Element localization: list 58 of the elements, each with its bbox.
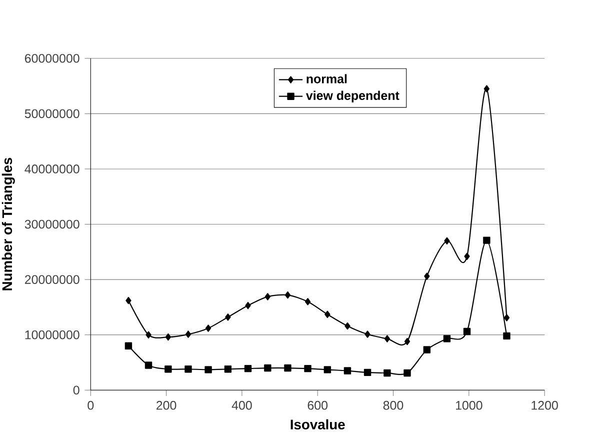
point bbox=[146, 331, 152, 338]
y-tick-label: 10000000 bbox=[25, 330, 80, 340]
point bbox=[204, 366, 212, 374]
point bbox=[424, 272, 430, 280]
x-tick-label: 800 bbox=[383, 400, 404, 410]
point bbox=[304, 364, 312, 372]
y-tick-label: 30000000 bbox=[24, 220, 80, 229]
point bbox=[483, 236, 490, 244]
point bbox=[224, 365, 232, 373]
point bbox=[184, 365, 192, 373]
point bbox=[264, 364, 272, 372]
point bbox=[484, 85, 490, 92]
point bbox=[344, 322, 350, 330]
x-tick-label: 600 bbox=[308, 400, 328, 410]
point bbox=[344, 367, 352, 374]
x-tick-label: 0 bbox=[88, 400, 94, 410]
point bbox=[324, 310, 330, 318]
y-tick-label: 0 bbox=[73, 386, 80, 394]
point bbox=[185, 330, 192, 338]
point bbox=[384, 334, 390, 342]
point bbox=[245, 302, 251, 310]
point bbox=[503, 332, 510, 340]
point bbox=[205, 324, 212, 332]
legend-label: normal bbox=[306, 74, 347, 84]
y-tick-label: 40000000 bbox=[24, 164, 80, 174]
point bbox=[284, 364, 292, 372]
legend-label: view dependent bbox=[306, 90, 400, 102]
x-tick-label: 1200 bbox=[532, 400, 558, 410]
point bbox=[244, 364, 252, 372]
point bbox=[164, 365, 172, 373]
point bbox=[463, 328, 471, 335]
point bbox=[404, 369, 411, 376]
point bbox=[384, 369, 391, 376]
point bbox=[264, 292, 271, 300]
point bbox=[144, 362, 152, 369]
point bbox=[364, 368, 372, 376]
point bbox=[165, 333, 172, 341]
point bbox=[464, 252, 470, 260]
point bbox=[504, 314, 510, 322]
x-tick-label: 200 bbox=[156, 400, 176, 410]
x-tick-label: 400 bbox=[232, 400, 252, 410]
y-tick-label: 20000000 bbox=[25, 275, 80, 284]
point bbox=[126, 296, 132, 304]
point bbox=[225, 313, 231, 321]
y-tick-label: 50000000 bbox=[24, 109, 80, 118]
point bbox=[404, 338, 410, 345]
point bbox=[304, 298, 311, 306]
point bbox=[444, 237, 450, 244]
point bbox=[423, 346, 431, 354]
point bbox=[284, 291, 291, 299]
point bbox=[124, 342, 132, 350]
y-axis-title: Number of Triangles bbox=[2, 158, 15, 290]
point bbox=[324, 366, 332, 374]
y-tick-label: 60000000 bbox=[25, 54, 80, 63]
x-tick-label: 1000 bbox=[456, 400, 482, 410]
x-axis-title: Isovalue bbox=[290, 419, 345, 430]
point bbox=[443, 334, 451, 342]
point bbox=[364, 330, 370, 338]
